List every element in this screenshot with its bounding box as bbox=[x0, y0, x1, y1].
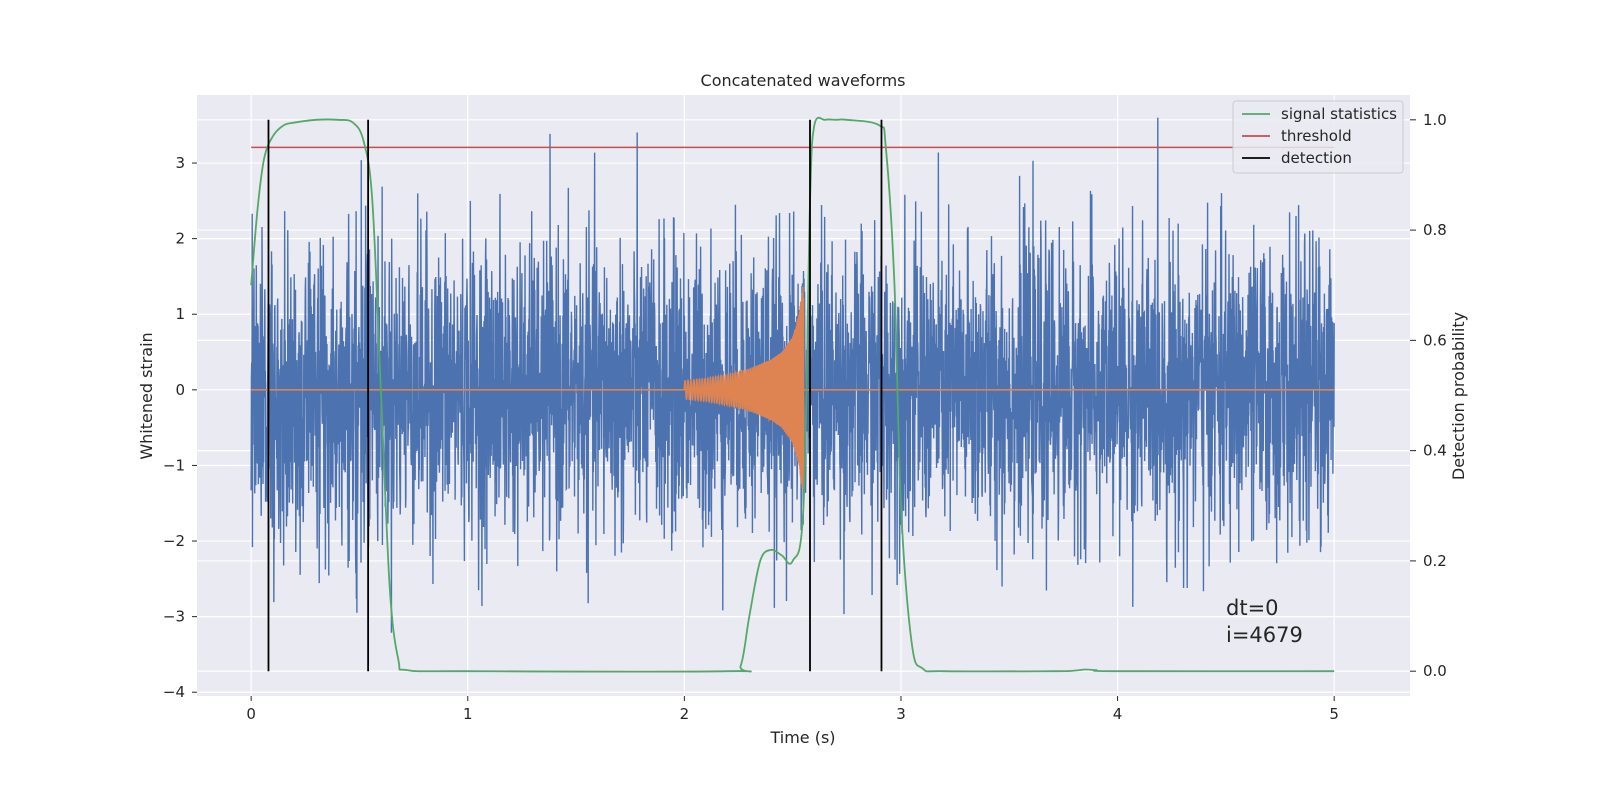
x-tick-label-3: 3 bbox=[896, 705, 906, 723]
legend-label-1: threshold bbox=[1281, 127, 1352, 145]
legend-frame bbox=[1232, 100, 1404, 174]
legend: signal statistics threshold detection bbox=[1232, 100, 1404, 174]
y-left-tick-label-7: 3 bbox=[175, 154, 185, 172]
chart-title: Concatenated waveforms bbox=[701, 71, 906, 90]
y-left-tick-label-4: 0 bbox=[175, 381, 185, 399]
annotation-i: i=4679 bbox=[1226, 623, 1303, 647]
y-left-tick-label-0: −4 bbox=[163, 683, 185, 701]
y-right-tick-label-5: 1.0 bbox=[1423, 111, 1447, 129]
annotation-dt: dt=0 bbox=[1226, 596, 1279, 620]
y-left-tick-label-5: 1 bbox=[175, 305, 185, 323]
x-tick-label-1: 1 bbox=[463, 705, 473, 723]
y-right-tick-label-3: 0.6 bbox=[1423, 331, 1447, 349]
x-tick-label-4: 4 bbox=[1113, 705, 1123, 723]
legend-label-2: detection bbox=[1281, 149, 1352, 167]
y-right-tick-label-0: 0.0 bbox=[1423, 662, 1447, 680]
y-left-tick-label-6: 2 bbox=[175, 230, 185, 248]
y-axis-left: −4 −3 −2 −1 0 1 2 3 bbox=[163, 154, 197, 701]
x-axis: 0 1 2 3 4 5 bbox=[246, 696, 1339, 723]
y-right-tick-label-4: 0.8 bbox=[1423, 221, 1447, 239]
y-axis-right-label: Detection probability bbox=[1449, 312, 1468, 480]
series-whitened-strain-line bbox=[250, 117, 1335, 633]
x-tick-label-2: 2 bbox=[680, 705, 690, 723]
series-signal-statistics-line bbox=[250, 116, 1335, 673]
y-left-tick-label-2: −2 bbox=[163, 532, 185, 550]
x-tick-label-0: 0 bbox=[246, 705, 256, 723]
y-axis-left-label: Whitened strain bbox=[137, 332, 156, 459]
y-axis-right: 0.0 0.2 0.4 0.6 0.8 1.0 bbox=[1410, 111, 1447, 680]
y-right-tick-label-1: 0.2 bbox=[1423, 552, 1447, 570]
x-tick-label-5: 5 bbox=[1329, 705, 1339, 723]
plot-area bbox=[250, 116, 1335, 673]
y-right-tick-label-2: 0.4 bbox=[1423, 442, 1447, 460]
legend-label-0: signal statistics bbox=[1281, 105, 1397, 123]
series-chirp-waveform-line bbox=[251, 286, 1335, 490]
y-left-tick-label-1: −3 bbox=[163, 608, 185, 626]
x-axis-label: Time (s) bbox=[769, 728, 835, 747]
y-left-tick-label-3: −1 bbox=[163, 456, 185, 474]
